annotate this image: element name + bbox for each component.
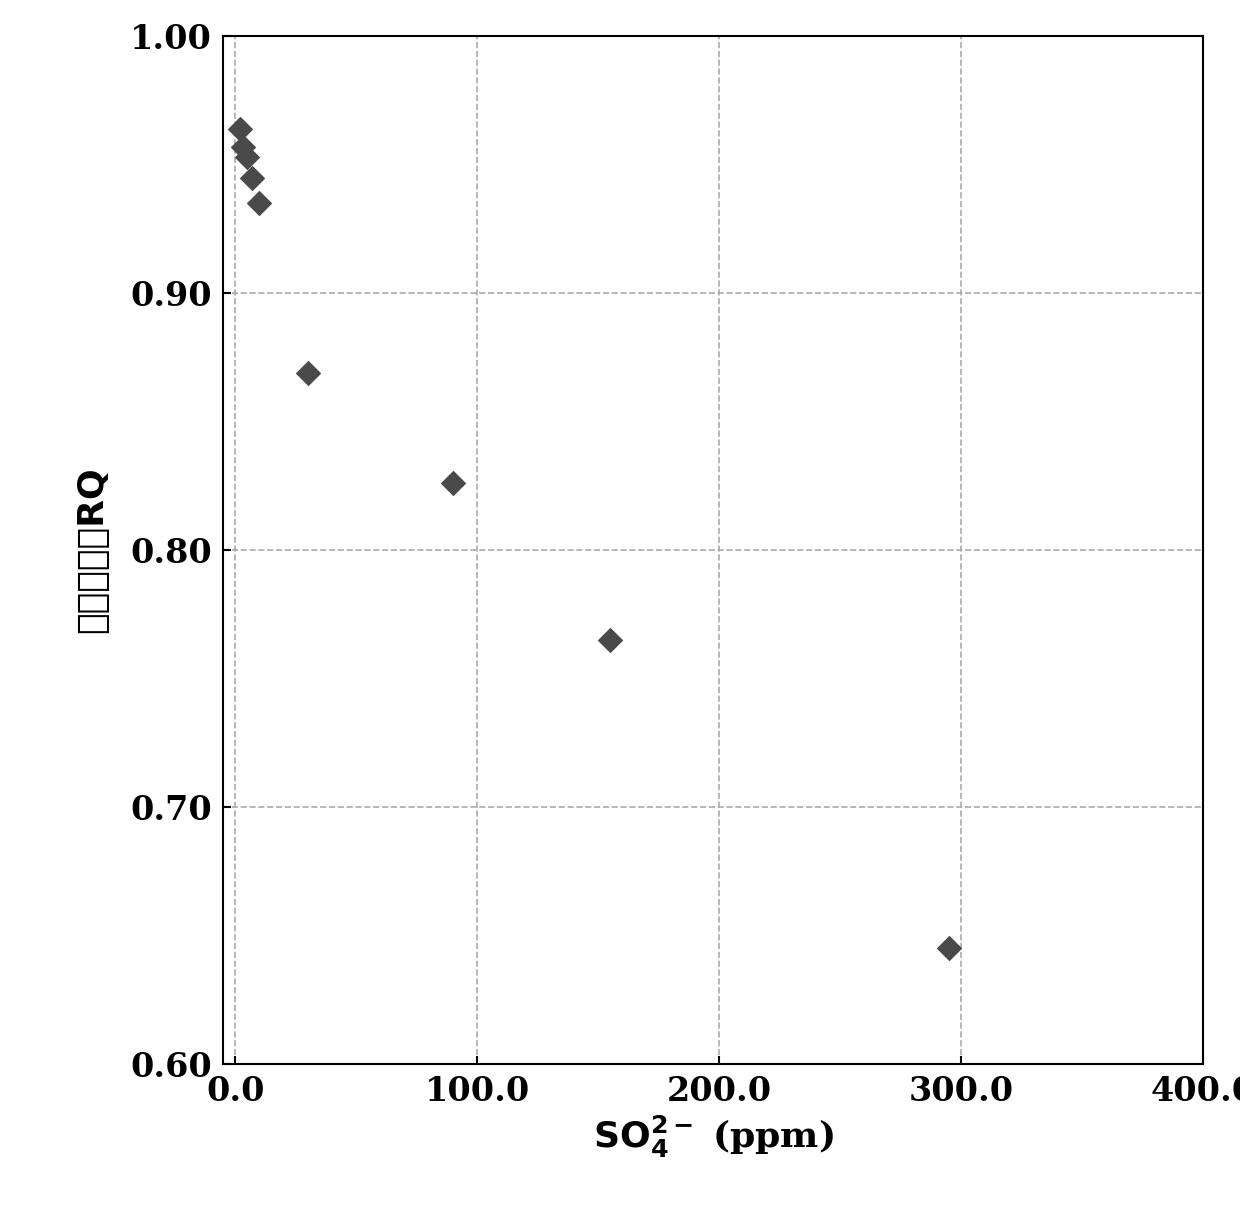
Point [238,147,258,167]
Point [233,137,253,156]
Point [600,630,620,649]
Point [939,938,959,958]
Point [298,363,317,382]
Point [242,168,262,187]
X-axis label: $\mathbf{SO_4^{2-}}$ (ppm): $\mathbf{SO_4^{2-}}$ (ppm) [593,1113,833,1159]
Point [249,193,269,213]
Point [231,120,250,139]
Point [443,474,463,493]
Y-axis label: 磁性芯材のRQ: 磁性芯材のRQ [76,467,109,634]
